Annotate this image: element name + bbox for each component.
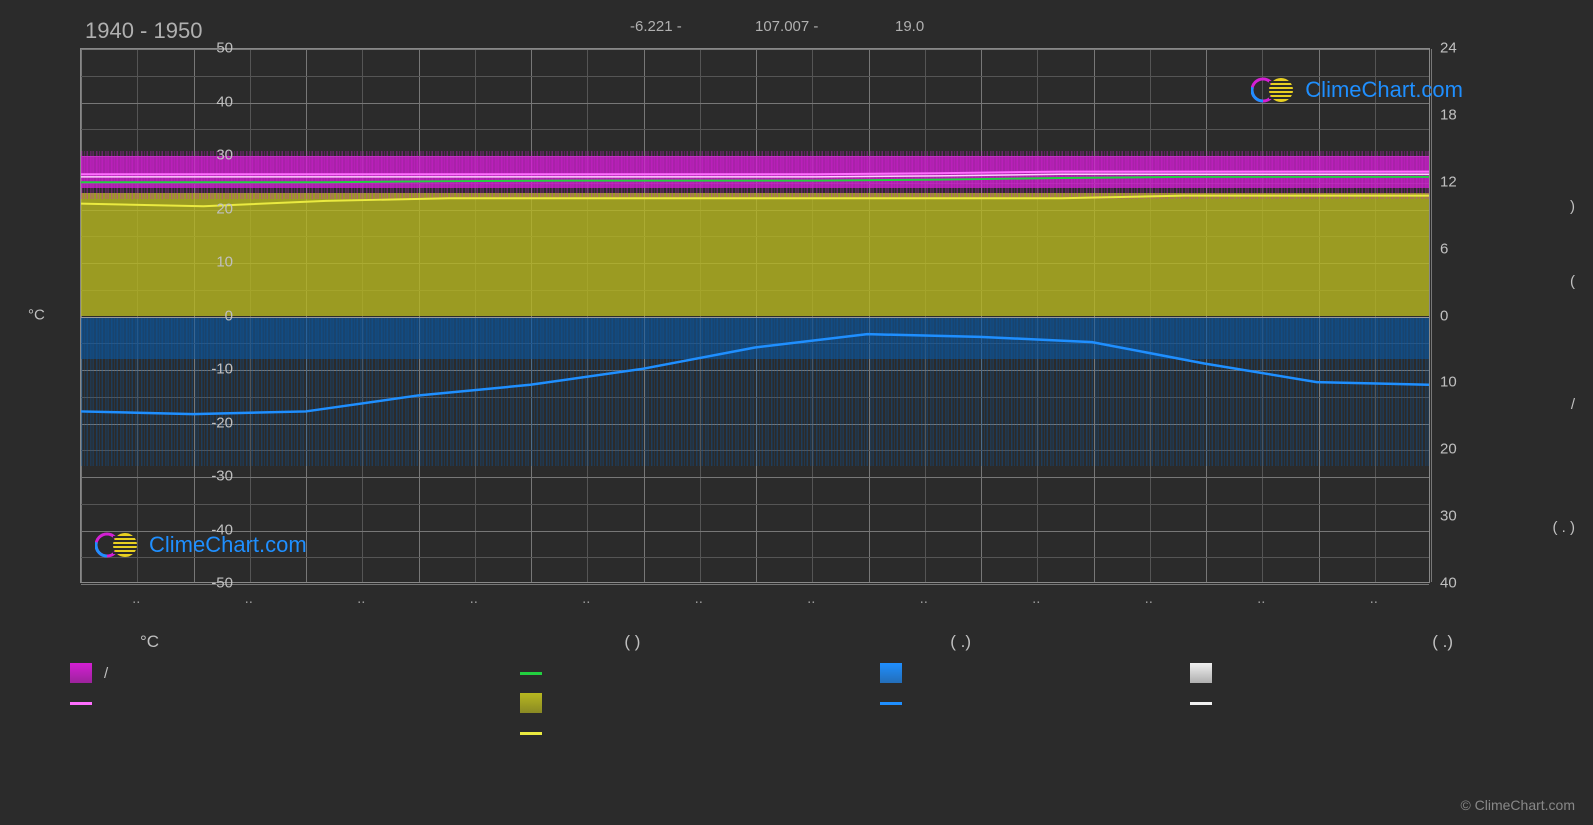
legend-swatch	[70, 663, 92, 683]
x-tick: ..	[1257, 590, 1265, 607]
left-tick: 30	[183, 147, 233, 164]
left-tick: 20	[183, 200, 233, 217]
right-tick: 20	[1440, 441, 1490, 458]
legend-swatch	[70, 702, 92, 705]
x-tick: ..	[1370, 590, 1378, 607]
x-tick: ..	[357, 590, 365, 607]
legend-swatch	[520, 693, 542, 713]
legend-swatch	[880, 702, 902, 705]
copyright: © ClimeChart.com	[1460, 797, 1575, 813]
right-tick: 10	[1440, 374, 1490, 391]
left-tick: 40	[183, 93, 233, 110]
legend-swatch	[880, 663, 902, 683]
brand-logo-top: ClimeChart.com	[1251, 75, 1463, 105]
left-tick: -50	[183, 575, 233, 592]
right-tick: 24	[1440, 40, 1490, 57]
meta-lon: 107.007 -	[755, 18, 818, 35]
logo-icon	[95, 530, 141, 560]
left-tick: -20	[183, 414, 233, 431]
brand-text: ClimeChart.com	[1305, 77, 1463, 103]
meta-alt: 19.0	[895, 18, 924, 35]
x-tick: ..	[245, 590, 253, 607]
legend-item	[880, 662, 1240, 684]
x-tick: ..	[1145, 590, 1153, 607]
legend-item	[1190, 662, 1550, 684]
left-axis-title: °C	[28, 307, 45, 324]
legend-item	[1190, 692, 1550, 714]
legend-swatch	[1190, 663, 1212, 683]
right-axis-label: /	[1571, 396, 1575, 413]
left-tick: 10	[183, 254, 233, 271]
right-tick: 0	[1440, 307, 1490, 324]
right-tick: 6	[1440, 240, 1490, 257]
legend-title: ( .)	[1125, 632, 1533, 652]
x-tick: ..	[582, 590, 590, 607]
x-tick: ..	[807, 590, 815, 607]
right-tick: 40	[1440, 575, 1490, 592]
legend-swatch	[1190, 702, 1212, 705]
x-tick: ..	[1032, 590, 1040, 607]
x-tick: ..	[920, 590, 928, 607]
legend-item: /	[70, 662, 430, 684]
brand-logo-bottom: ClimeChart.com	[95, 530, 307, 560]
right-tick: 30	[1440, 508, 1490, 525]
legend-item	[520, 692, 880, 714]
right-axis-label: )	[1570, 198, 1575, 215]
meta-lat: -6.221 -	[630, 18, 682, 35]
legend-title: °C	[140, 632, 468, 652]
brand-text: ClimeChart.com	[149, 532, 307, 558]
legend-title: ( .)	[797, 632, 1125, 652]
legend-swatch	[520, 732, 542, 735]
legend-item	[70, 692, 430, 714]
legend-item	[520, 662, 880, 684]
legend-item	[520, 722, 880, 744]
legend-label: /	[104, 665, 108, 682]
x-tick: ..	[132, 590, 140, 607]
right-axis-label: ( . )	[1553, 519, 1576, 536]
right-tick: 18	[1440, 106, 1490, 123]
x-tick: ..	[470, 590, 478, 607]
left-tick: -10	[183, 361, 233, 378]
chart-plot	[80, 48, 1430, 583]
legend-item	[880, 692, 1240, 714]
legend-titles: °C ( ) ( .) ( .)	[140, 632, 1533, 652]
x-tick: ..	[695, 590, 703, 607]
right-tick: 12	[1440, 173, 1490, 190]
right-axis-label: (	[1570, 273, 1575, 290]
left-tick: -30	[183, 468, 233, 485]
left-tick: 50	[183, 40, 233, 57]
legend-title: ( )	[468, 632, 796, 652]
legend-swatch	[520, 672, 542, 675]
left-tick: 0	[183, 307, 233, 324]
logo-icon	[1251, 75, 1297, 105]
